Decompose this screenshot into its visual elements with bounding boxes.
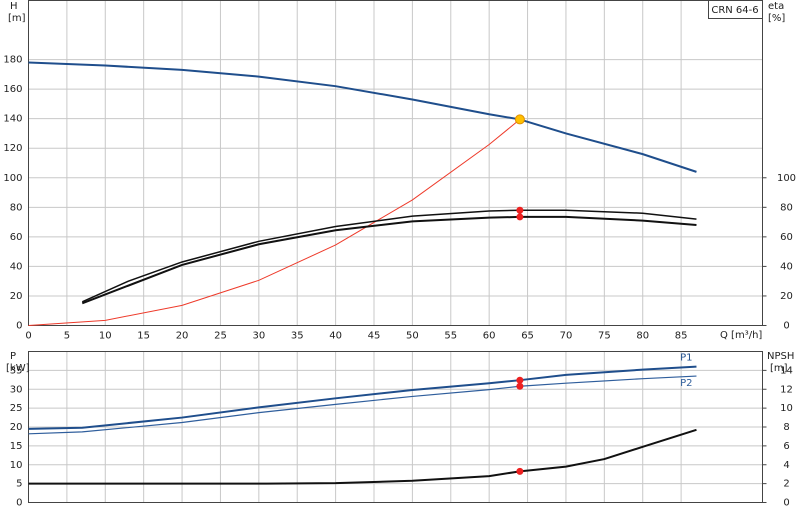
x-tick-label: 70	[560, 331, 573, 342]
x-label: Q [m³/h]	[720, 330, 762, 341]
y-tick-label: 0	[16, 321, 22, 332]
marks: P1 P2	[28, 61, 697, 485]
x-tick-label: 15	[137, 331, 150, 342]
y2-tick-label: 14	[780, 365, 793, 376]
x-tick-label: 75	[598, 331, 611, 342]
y-unit: [m]	[8, 13, 26, 24]
x-tick-label: 40	[329, 331, 342, 342]
y-tick-label: 10	[10, 460, 23, 471]
duty-point	[516, 376, 524, 384]
model: CRN 64-6	[711, 5, 758, 16]
y-tick-label: 20	[10, 291, 23, 302]
duty-point	[516, 206, 524, 214]
y-tick-label: 60	[10, 232, 23, 243]
y2-tick-label: 12	[780, 384, 793, 395]
x-tick-label: 50	[406, 331, 419, 342]
curve	[28, 365, 697, 430]
top-frame	[28, 0, 763, 326]
duty-point	[516, 382, 524, 390]
y2-tick-label: 20	[780, 291, 793, 302]
y2-unit: [m]	[770, 363, 788, 374]
y-tick-label: 5	[16, 479, 22, 490]
grids: 0 5 10 15 20 25 30 35 40 45 50 55 60 65 70 75 80 85020406…	[3, 0, 796, 509]
y-tick-label: 120	[3, 143, 22, 154]
y-tick-label: 180	[3, 55, 22, 66]
y-tick-label: 35	[10, 365, 23, 376]
x-tick-label: 30	[252, 331, 265, 342]
x-tick-label: 80	[636, 331, 649, 342]
y2-tick-label: 60	[780, 232, 793, 243]
curve-label: P2	[680, 378, 692, 389]
x-tick-label: 60	[483, 331, 496, 342]
x-tick-label: 85	[675, 331, 688, 342]
y-unit: [kW]	[6, 363, 30, 374]
y-tick-label: 25	[10, 403, 23, 414]
y2-tick-label: 40	[780, 261, 793, 272]
y2-tick-label: 10	[780, 403, 793, 414]
x-tick-label: 0	[25, 331, 31, 342]
curve	[81, 215, 697, 305]
duty-point	[516, 467, 524, 475]
y-tick-label: 160	[3, 84, 22, 95]
curve	[28, 375, 697, 435]
curve	[28, 428, 697, 485]
y2-unit: [%]	[768, 13, 785, 24]
curve	[28, 119, 521, 326]
duty-point	[514, 114, 525, 125]
x-tick-label: 55	[444, 331, 457, 342]
y-tick-label: 140	[3, 114, 22, 125]
y2-tick-label: 80	[780, 202, 793, 213]
x-tick-label: 35	[291, 331, 304, 342]
y-tick-label: 40	[10, 261, 23, 272]
y-tick-label: 0	[16, 498, 22, 509]
y2-tick-label: 2	[783, 479, 789, 490]
curve-label: P1	[680, 353, 692, 364]
y-label: H	[10, 1, 18, 12]
y-tick-label: 100	[3, 173, 22, 184]
duty-point	[516, 213, 524, 221]
y2-tick-label: 0	[783, 498, 789, 509]
x-tick-label: 10	[99, 331, 112, 342]
y-tick-label: 20	[10, 422, 23, 433]
x-tick-label: 5	[64, 331, 70, 342]
model-box	[708, 0, 763, 19]
y2-tick-label: 100	[777, 173, 796, 184]
y2-tick-label: 4	[783, 460, 789, 471]
curve	[81, 209, 697, 303]
x-tick-label: 45	[368, 331, 381, 342]
y2-tick-label: 0	[783, 321, 789, 332]
y-label: P	[10, 351, 16, 362]
x-tick-label: 65	[521, 331, 534, 342]
x-tick-label: 25	[214, 331, 227, 342]
y2-label: NPSH	[767, 351, 794, 362]
y2-label: eta	[768, 1, 784, 12]
bottom-frame	[28, 351, 763, 503]
x-tick-label: 20	[176, 331, 189, 342]
y2-tick-label: 6	[783, 441, 789, 452]
y-tick-label: 15	[10, 441, 23, 452]
y2-tick-label: 8	[783, 422, 789, 433]
curve	[28, 61, 697, 173]
y-tick-label: 30	[10, 384, 23, 395]
y-tick-label: 80	[10, 202, 23, 213]
